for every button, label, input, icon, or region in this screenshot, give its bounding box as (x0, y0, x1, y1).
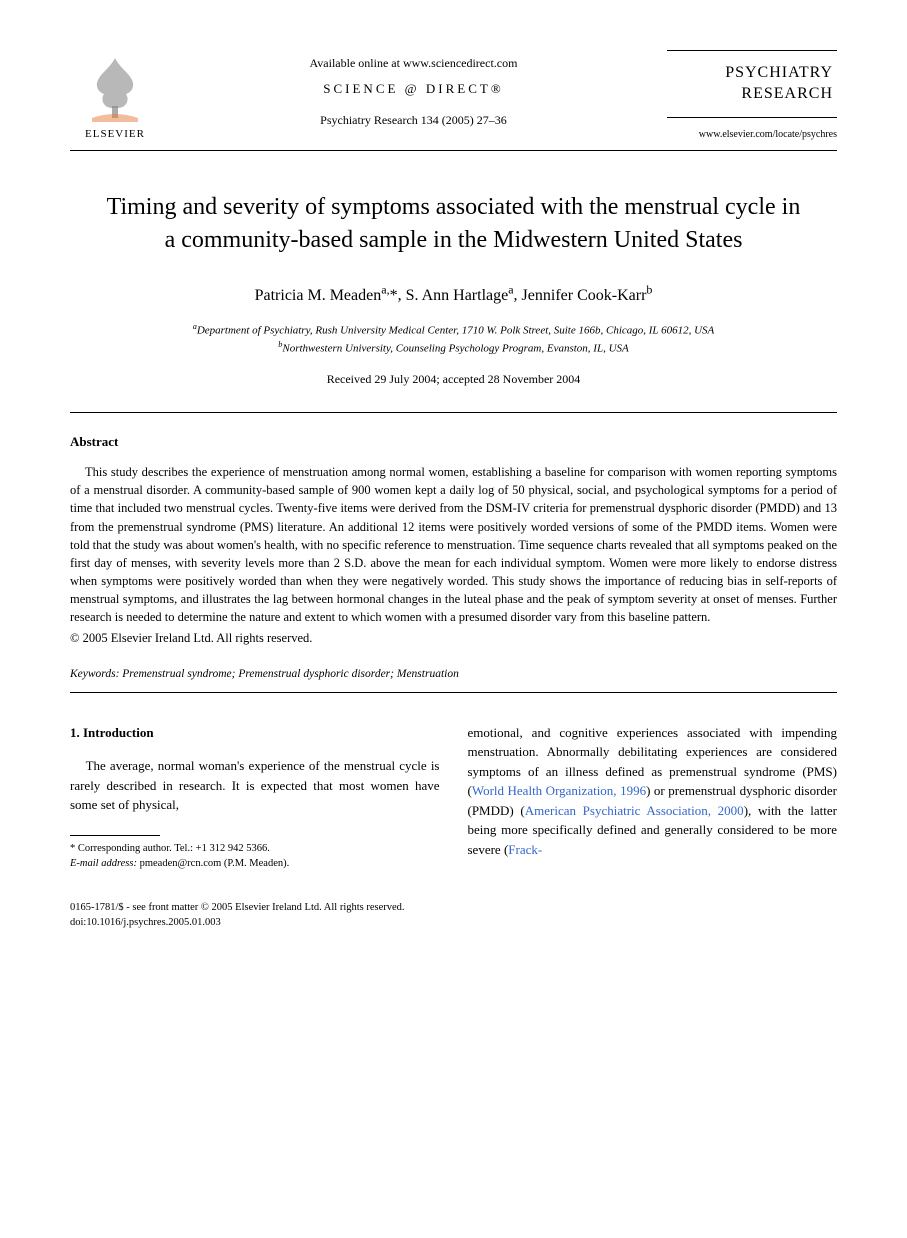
citation-link[interactable]: Frack- (508, 842, 542, 857)
affiliations: aDepartment of Psychiatry, Rush Universi… (70, 321, 837, 357)
footnote-rule (70, 835, 160, 836)
article-dates: Received 29 July 2004; accepted 28 Novem… (70, 371, 837, 388)
left-column: 1. Introduction The average, normal woma… (70, 723, 440, 871)
footer-copyright: 0165-1781/$ - see front matter © 2005 El… (70, 901, 837, 916)
header-rule (70, 150, 837, 151)
header-center: Available online at www.sciencedirect.co… (160, 50, 667, 129)
publisher-name: ELSEVIER (70, 127, 160, 142)
sciencedirect-logo: SCIENCE @ DIRECT® (160, 80, 667, 98)
journal-citation: Psychiatry Research 134 (2005) 27–36 (160, 112, 667, 129)
elsevier-tree-logo (80, 50, 150, 125)
corresponding-author-note: * Corresponding author. Tel.: +1 312 942… (70, 842, 440, 857)
journal-url: www.elsevier.com/locate/psychres (667, 128, 837, 142)
email-label: E-mail address: (70, 858, 137, 869)
journal-name-line2: RESEARCH (671, 84, 833, 105)
page-footer: 0165-1781/$ - see front matter © 2005 El… (70, 901, 837, 930)
author: Patricia M. Meadena,* (255, 287, 398, 304)
abstract-copyright: © 2005 Elsevier Ireland Ltd. All rights … (70, 630, 837, 648)
elsevier-logo-svg (80, 50, 150, 125)
affiliation-a: aDepartment of Psychiatry, Rush Universi… (70, 321, 837, 339)
journal-name-line1: PSYCHIATRY (671, 63, 833, 84)
article-title: Timing and severity of symptoms associat… (100, 191, 807, 256)
page-header: ELSEVIER Available online at www.science… (70, 50, 837, 142)
abstract-bottom-rule (70, 692, 837, 693)
body-columns: 1. Introduction The average, normal woma… (70, 723, 837, 871)
right-column: emotional, and cognitive experiences ass… (468, 723, 838, 871)
citation-link[interactable]: American Psychiatric Association, 2000 (525, 803, 744, 818)
keywords-text: Premenstrual syndrome; Premenstrual dysp… (122, 668, 459, 680)
abstract-heading: Abstract (70, 433, 837, 451)
keywords-label: Keywords: (70, 668, 119, 680)
abstract-body: This study describes the experience of m… (70, 463, 837, 626)
abstract-top-rule (70, 412, 837, 413)
citation-link[interactable]: World Health Organization, 1996 (472, 783, 646, 798)
intro-para-right: emotional, and cognitive experiences ass… (468, 723, 838, 860)
email-value: pmeaden@rcn.com (P.M. Meaden). (140, 858, 290, 869)
publisher-block: ELSEVIER (70, 50, 160, 142)
intro-para-left: The average, normal woman's experience o… (70, 756, 440, 815)
author-list: Patricia M. Meadena,*, S. Ann Hartlagea,… (70, 281, 837, 307)
keywords-line: Keywords: Premenstrual syndrome; Premens… (70, 666, 837, 682)
available-online-text: Available online at www.sciencedirect.co… (160, 55, 667, 72)
author: Jennifer Cook-Karrb (522, 287, 653, 304)
footer-doi: doi:10.1016/j.psychres.2005.01.003 (70, 916, 837, 931)
affiliation-b: bNorthwestern University, Counseling Psy… (70, 339, 837, 357)
section-heading-intro: 1. Introduction (70, 723, 440, 743)
author: S. Ann Hartlagea (406, 287, 514, 304)
journal-title-block: PSYCHIATRY RESEARCH www.elsevier.com/loc… (667, 50, 837, 142)
email-footnote: E-mail address: pmeaden@rcn.com (P.M. Me… (70, 857, 440, 872)
